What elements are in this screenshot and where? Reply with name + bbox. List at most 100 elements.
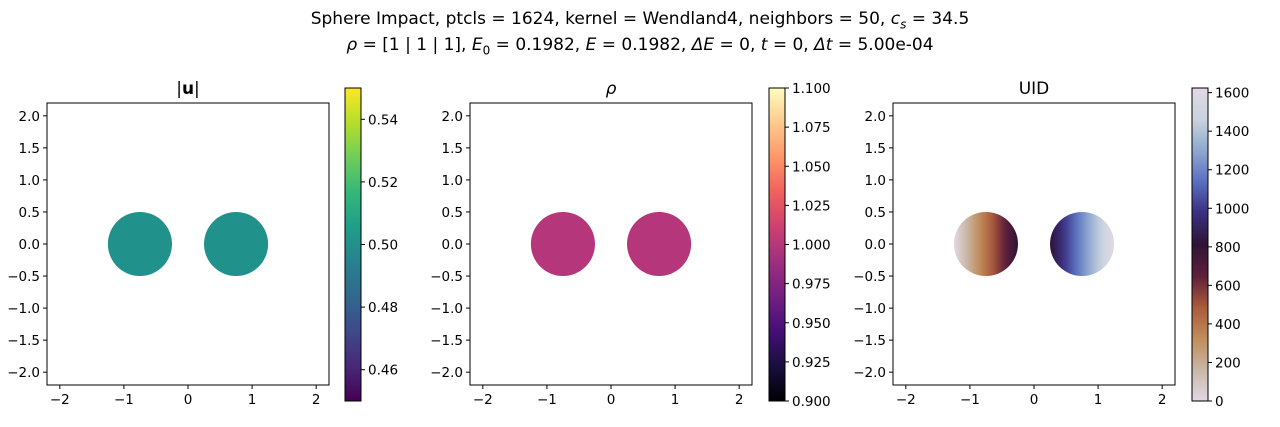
y-tick-label: −1.5 — [430, 333, 463, 349]
cs-subscript: s — [900, 17, 907, 32]
x-tick-label: 0 — [1030, 392, 1039, 408]
panel-title-velocity: |u| — [176, 79, 200, 99]
colorbar-tick-label: 0.48 — [368, 300, 398, 316]
colorbar-tick-label: 0.900 — [792, 394, 831, 410]
y-tick-label: 0.0 — [865, 237, 886, 253]
x-tick-label: 2 — [1158, 392, 1167, 408]
t-symbol: t — [760, 35, 768, 55]
x-tick-label: −2 — [473, 392, 493, 408]
e-value: = 0.1982, — [596, 35, 692, 55]
x-tick-label: 2 — [312, 392, 321, 408]
x-tick-label: 0 — [607, 392, 616, 408]
y-tick-label: 0.5 — [442, 205, 463, 221]
x-tick-label: −1 — [960, 392, 980, 408]
delta-t-symbol: Δt — [814, 35, 833, 55]
particle-sphere-2 — [627, 211, 692, 277]
colorbar-tick-label: 1.000 — [792, 238, 831, 254]
y-tick-label: −2.0 — [7, 365, 40, 381]
cs-symbol: c — [890, 9, 901, 29]
axes-frame — [892, 102, 1176, 386]
colorbar-tick-label: 0.975 — [792, 277, 831, 293]
x-tick-label: −1 — [537, 392, 557, 408]
x-tick-label: −2 — [50, 392, 70, 408]
colorbar-tick-label: 1.025 — [792, 198, 831, 214]
figure-title-line-1: Sphere Impact, ptcls = 1624, kernel = We… — [0, 9, 1280, 34]
y-tick-label: 2.0 — [19, 109, 40, 125]
y-tick-label: −0.5 — [430, 269, 463, 285]
y-tick-label: −0.5 — [7, 269, 40, 285]
y-tick-label: −1.5 — [853, 333, 886, 349]
y-tick-label: −2.0 — [853, 365, 886, 381]
y-tick-label: 1.0 — [442, 173, 463, 189]
colorbar-tick-label: 1.075 — [792, 120, 831, 136]
y-tick-label: 1.5 — [865, 141, 886, 157]
y-tick-label: 1.5 — [19, 141, 40, 157]
colorbar-tick-label: 0 — [1215, 394, 1224, 410]
e0-symbol: E — [471, 35, 483, 55]
y-tick-label: −1.0 — [430, 301, 463, 317]
rho-value: = [1 | 1 | 1], — [357, 35, 472, 55]
y-tick-label: −0.5 — [853, 269, 886, 285]
y-tick-label: 0.5 — [865, 205, 886, 221]
axes-frame — [46, 102, 330, 386]
particle-sphere-2 — [1050, 211, 1115, 277]
colorbar-tick-label: 200 — [1215, 355, 1241, 371]
colorbar-tick-label: 0.50 — [368, 238, 398, 254]
y-tick-label: −1.5 — [7, 333, 40, 349]
delta-e-value: = 0, — [714, 35, 761, 55]
colorbar-tick-label: 1.050 — [792, 159, 831, 175]
cs-value: = 34.5 — [906, 9, 970, 29]
y-tick-label: 1.0 — [19, 173, 40, 189]
rho-symbol: ρ — [346, 35, 358, 55]
colorbar-tick-label: 1200 — [1215, 163, 1249, 179]
colorbar-tick-label: 1400 — [1215, 124, 1249, 140]
x-tick-label: −2 — [896, 392, 916, 408]
colorbar-tick-label: 1.100 — [792, 81, 831, 97]
y-tick-label: −2.0 — [430, 365, 463, 381]
particle-sphere-2 — [204, 211, 269, 277]
panel-title-density: ρ — [605, 79, 617, 99]
y-tick-label: 1.5 — [442, 141, 463, 157]
e0-subscript: 0 — [482, 43, 491, 58]
particle-sphere-1 — [953, 211, 1018, 277]
colorbar-tick-label: 1600 — [1215, 86, 1249, 102]
colorbar — [1191, 87, 1209, 402]
colorbar — [344, 87, 362, 402]
y-tick-label: 2.0 — [865, 109, 886, 125]
x-tick-label: 1 — [248, 392, 257, 408]
title-text: Sphere Impact, ptcls = 1624, kernel = We… — [310, 9, 891, 29]
colorbar-tick-label: 1000 — [1215, 201, 1249, 217]
y-tick-label: 0.0 — [442, 237, 463, 253]
e0-value: = 0.1982, — [490, 35, 586, 55]
subplot-1: −2 −1 0 1 2 2.0 1.5 1.0 0.5 0.0 −0.5 −1.0 −1.5 −2.0 0.… — [7, 87, 398, 408]
y-tick-label: −1.0 — [7, 301, 40, 317]
x-tick-label: 1 — [671, 392, 680, 408]
panel-title-uid: UID — [1018, 79, 1050, 99]
axes-frame — [469, 102, 753, 386]
y-tick-label: 0.5 — [19, 205, 40, 221]
x-tick-label: 1 — [1094, 392, 1103, 408]
colorbar-tick-label: 0.54 — [368, 112, 398, 128]
delta-t-value: = 5.00e-04 — [832, 35, 934, 55]
colorbar-tick-label: 0.950 — [792, 316, 831, 332]
e-symbol: E — [585, 35, 597, 55]
y-tick-label: −1.0 — [853, 301, 886, 317]
figure-title-line-2: ρ = [1 | 1 | 1], E0 = 0.1982, E = 0.1982… — [0, 35, 1280, 60]
subplot-3: −2 −1 0 1 2 2.0 1.5 1.0 0.5 0.0 −0.5 −1.0 −1.5 −2.0 16… — [853, 86, 1249, 410]
particle-sphere-1 — [530, 211, 595, 277]
colorbar-tick-label: 0.46 — [368, 363, 398, 379]
y-tick-label: 1.0 — [865, 173, 886, 189]
x-tick-label: 2 — [735, 392, 744, 408]
colorbar-tick-label: 800 — [1215, 240, 1241, 256]
subplot-2: −2 −1 0 1 2 2.0 1.5 1.0 0.5 0.0 −0.5 −1.0 −1.5 −2.0 1.… — [430, 81, 830, 410]
colorbar-tick-label: 0.52 — [368, 175, 398, 191]
colorbar-tick-label: 400 — [1215, 317, 1241, 333]
x-tick-label: −1 — [114, 392, 134, 408]
x-tick-label: 0 — [184, 392, 193, 408]
y-tick-label: 0.0 — [19, 237, 40, 253]
colorbar-tick-label: 0.925 — [792, 355, 831, 371]
particle-sphere-1 — [107, 211, 172, 277]
colorbar-tick-label: 600 — [1215, 278, 1241, 294]
colorbar — [768, 87, 786, 402]
